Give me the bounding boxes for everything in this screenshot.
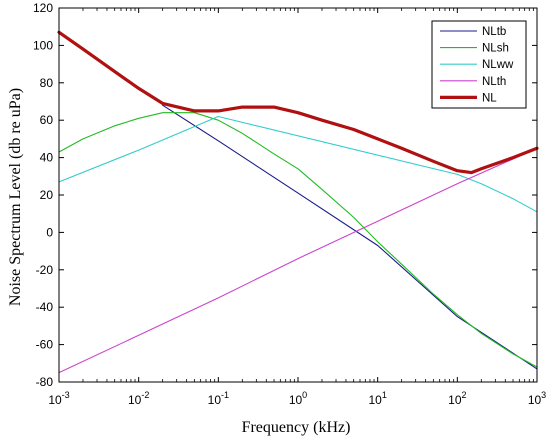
series-line-nlww bbox=[58, 115, 538, 213]
x-tick-label: 101 bbox=[368, 390, 386, 407]
y-tick-label: 80 bbox=[40, 76, 54, 90]
y-tick-label: 100 bbox=[33, 38, 53, 52]
y-tick-label: -60 bbox=[36, 338, 54, 352]
x-tick-label-base: 10 bbox=[448, 393, 462, 407]
y-axis-title: Noise Spectrum Level (db re uPa) bbox=[7, 88, 24, 306]
x-tick-label: 10-3 bbox=[48, 390, 69, 407]
y-tick-label: -20 bbox=[36, 263, 54, 277]
y-tick-label: 0 bbox=[46, 225, 53, 239]
x-tick-label-exponent: -3 bbox=[62, 390, 70, 400]
x-tick-label-exponent: 0 bbox=[302, 390, 307, 400]
legend-label-nlth: NLth bbox=[482, 76, 506, 88]
x-tick-label-exponent: 2 bbox=[462, 390, 467, 400]
series-line-nl bbox=[57, 30, 539, 175]
x-tick-label: 10-2 bbox=[128, 390, 149, 407]
x-axis-title: Frequency (kHz) bbox=[242, 419, 351, 436]
x-tick-label-base: 10 bbox=[289, 393, 303, 407]
legend-label-nlww: NLww bbox=[482, 59, 514, 71]
x-tick-label: 103 bbox=[528, 390, 546, 407]
x-tick-label: 102 bbox=[448, 390, 466, 407]
series-line-nlsh bbox=[58, 112, 538, 368]
legend-label-nlsh: NLsh bbox=[482, 43, 509, 55]
x-tick-label: 10-1 bbox=[208, 390, 229, 407]
legend: NLtb NLsh NLww NLth NL bbox=[431, 20, 527, 109]
x-tick-label-base: 10 bbox=[128, 393, 142, 407]
series-line-nlth bbox=[58, 147, 538, 374]
x-tick-label-base: 10 bbox=[528, 393, 542, 407]
x-tick-label-base: 10 bbox=[368, 393, 382, 407]
y-tick-label: 60 bbox=[40, 113, 54, 127]
x-tick-label-base: 10 bbox=[208, 393, 222, 407]
y-tick-label: 20 bbox=[40, 188, 54, 202]
series-layer bbox=[57, 30, 539, 374]
x-tick-label-exponent: -2 bbox=[141, 390, 149, 400]
y-tick-label: 120 bbox=[33, 1, 53, 15]
y-axis-ticks: -80 -60 -40 -20 0 20 40 60 80 100 120 bbox=[33, 1, 537, 389]
x-tick-label-exponent: 1 bbox=[382, 390, 387, 400]
y-tick-label: -80 bbox=[36, 375, 54, 389]
x-tick-label: 100 bbox=[289, 390, 307, 407]
x-tick-label-exponent: -1 bbox=[221, 390, 229, 400]
x-axis-ticks: 10-3 10-2 10-1 100 101 102 103 bbox=[48, 8, 546, 407]
x-tick-label-exponent: 3 bbox=[541, 390, 546, 400]
y-tick-label: 40 bbox=[40, 151, 54, 165]
legend-label-nltb: NLtb bbox=[482, 26, 506, 38]
x-tick-label-base: 10 bbox=[48, 393, 62, 407]
y-tick-label: -40 bbox=[36, 300, 54, 314]
legend-label-nl: NL bbox=[482, 92, 497, 104]
